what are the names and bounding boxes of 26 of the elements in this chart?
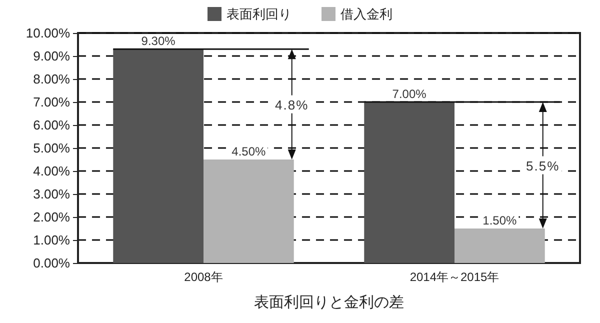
y-tick-label: 7.00% [33, 94, 70, 110]
y-tick-label: 6.00% [33, 118, 70, 132]
y-tick-label: 8.00% [33, 72, 70, 86]
x-axis-title: 表面利回りと金利の差 [254, 294, 404, 311]
annotation: 5.5% [526, 158, 560, 174]
y-tick-label: 1.00% [33, 232, 70, 248]
y-tick-label: 10.00% [26, 26, 70, 40]
x-tick-label: 2014年～2015年 [410, 270, 500, 284]
text: 7.00% [392, 87, 426, 101]
y-tick-label: 3.00% [33, 186, 70, 202]
bar [204, 160, 294, 263]
y-tick-label: 0.00% [33, 256, 70, 270]
annotation: 4.8% [275, 97, 309, 112]
y-tick-label: 2.00% [33, 210, 70, 224]
text: 4.50% [232, 144, 266, 158]
legend-label: 借入金利 [340, 6, 392, 22]
bar [113, 49, 204, 263]
x-tick-label: 2008年 [184, 270, 223, 284]
y-tick-label: 9.00% [33, 48, 70, 64]
y-tick-label: 5.00% [33, 140, 70, 156]
y-tick-label: 4.00% [33, 164, 70, 178]
legend-label: 表面利回り [226, 6, 292, 22]
text: 9.30% [141, 34, 176, 48]
bar [364, 102, 454, 263]
text: 1.50% [482, 214, 517, 228]
bar [454, 228, 545, 263]
